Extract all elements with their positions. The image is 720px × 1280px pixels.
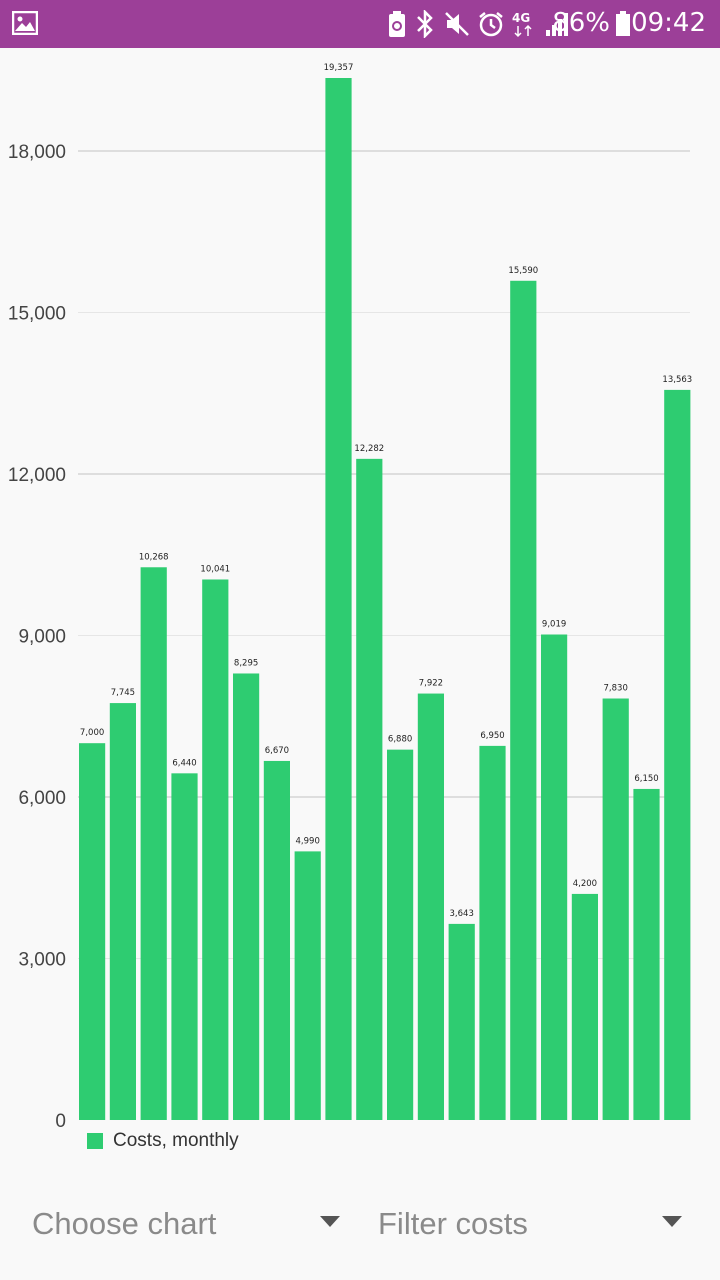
bar[interactable] [171, 773, 198, 1120]
y-tick-label: 12,000 [8, 465, 66, 486]
alarm-icon [479, 12, 503, 37]
bar[interactable] [79, 743, 106, 1120]
legend-label: Costs, monthly [113, 1130, 239, 1151]
bar[interactable] [294, 851, 321, 1120]
filter-costs-dropdown[interactable]: Filter costs [378, 1196, 698, 1252]
dropdown-arrow-icon [320, 1216, 340, 1227]
data-label: 13,563 [662, 375, 692, 385]
y-tick-label: 9,000 [18, 627, 66, 648]
y-tick-label: 0 [55, 1111, 66, 1132]
data-label: 6,950 [480, 731, 504, 741]
battery-percent: 86% [552, 8, 610, 38]
legend: Costs, monthly [87, 1130, 239, 1152]
data-label: 6,670 [265, 746, 289, 756]
data-label: 6,150 [634, 774, 658, 784]
legend-swatch [87, 1133, 103, 1149]
y-tick-label: 15,000 [8, 304, 66, 325]
choose-chart-dropdown[interactable]: Choose chart [32, 1196, 352, 1252]
battery-saver-icon [389, 11, 405, 37]
signal-icon [546, 13, 568, 36]
data-label: 9,019 [542, 620, 566, 630]
bar[interactable] [356, 458, 383, 1120]
y-tick-label: 6,000 [18, 788, 66, 809]
data-label: 19,357 [324, 63, 354, 73]
image-icon [12, 11, 38, 35]
bar[interactable] [325, 78, 352, 1120]
bar[interactable] [633, 788, 660, 1120]
y-tick-label: 18,000 [8, 142, 66, 163]
data-label: 3,643 [450, 909, 474, 919]
bar[interactable] [602, 698, 629, 1120]
bar[interactable] [448, 923, 475, 1120]
bar[interactable] [263, 760, 290, 1120]
data-label: 6,880 [388, 735, 412, 745]
data-label: 4,200 [573, 879, 597, 889]
data-label: 15,590 [508, 266, 538, 276]
network-4g-icon: 4G [512, 11, 532, 38]
data-label: 7,922 [419, 679, 443, 689]
data-label: 6,440 [172, 758, 196, 768]
dropdown-arrow-icon [662, 1216, 682, 1227]
svg-text:4G: 4G [512, 11, 530, 25]
status-bar: 4G 86% 09:42 [0, 0, 720, 48]
bar[interactable] [233, 673, 260, 1120]
data-label: 4,990 [296, 836, 320, 846]
data-label: 7,000 [80, 728, 104, 738]
choose-chart-label: Choose chart [32, 1206, 217, 1241]
y-tick-label: 3,000 [18, 950, 66, 971]
bar-chart: 0 3,000 6,000 9,000 12,000 15,000 18,000 7,000 7… [8, 63, 692, 1132]
bar[interactable] [109, 703, 136, 1120]
bar[interactable] [479, 745, 506, 1120]
clock: 09:42 [631, 8, 706, 38]
bar[interactable] [202, 579, 229, 1120]
bar[interactable] [417, 693, 444, 1120]
data-label: 7,830 [604, 684, 628, 694]
filter-costs-label: Filter costs [378, 1206, 528, 1241]
data-label: 8,295 [234, 658, 258, 668]
data-label: 7,745 [111, 688, 135, 698]
bar[interactable] [140, 567, 167, 1120]
data-label: 10,041 [200, 564, 230, 574]
bar[interactable] [510, 280, 537, 1120]
bar[interactable] [664, 389, 691, 1121]
data-label: 10,268 [139, 552, 169, 562]
mute-icon [445, 12, 469, 36]
data-label: 12,282 [354, 444, 384, 454]
bar[interactable] [541, 634, 568, 1120]
bluetooth-icon [417, 10, 433, 38]
bar[interactable] [571, 893, 598, 1120]
bar[interactable] [387, 749, 414, 1120]
battery-icon [616, 11, 630, 36]
